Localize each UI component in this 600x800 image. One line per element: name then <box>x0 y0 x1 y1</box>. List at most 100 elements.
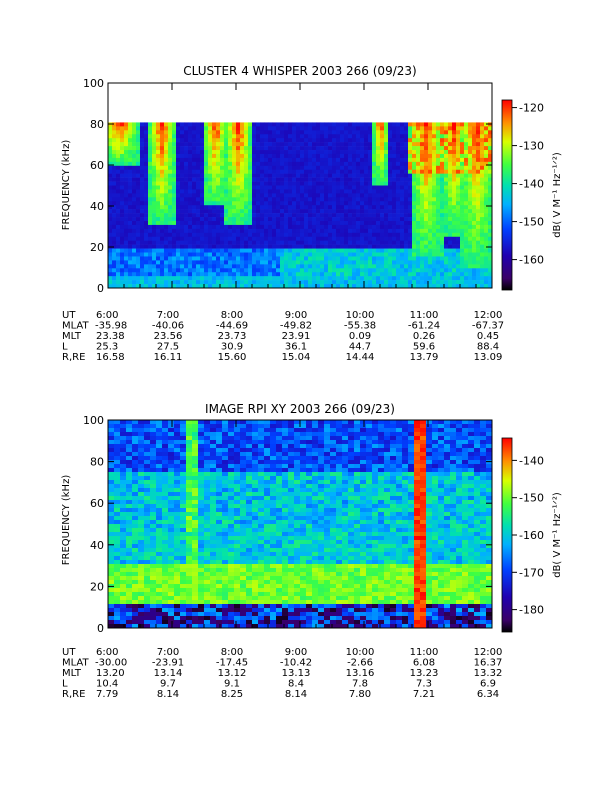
heatmap-cell <box>144 181 149 186</box>
heatmap-cell <box>324 126 329 131</box>
heatmap-cell <box>364 205 369 210</box>
heatmap-cell <box>132 484 139 489</box>
heatmap-cell <box>460 201 465 206</box>
heatmap-cell <box>248 173 253 178</box>
heatmap-cell <box>296 197 301 202</box>
heatmap-cell <box>180 452 187 457</box>
heatmap-cell <box>284 256 289 261</box>
heatmap-cell <box>464 146 469 151</box>
heatmap-cell <box>464 260 469 265</box>
heatmap-cell <box>256 252 261 257</box>
heatmap-cell <box>368 150 373 155</box>
heatmap-cell <box>168 138 173 143</box>
heatmap-cell <box>344 236 349 241</box>
heatmap-cell <box>416 138 421 143</box>
heatmap-cell <box>436 240 441 245</box>
heatmap-cell <box>388 126 393 131</box>
heatmap-cell <box>444 232 449 238</box>
heatmap-cell <box>140 228 145 234</box>
heatmap-cell <box>184 280 189 285</box>
heatmap-cell <box>348 205 353 210</box>
heatmap-cell <box>384 126 389 131</box>
heatmap-cell <box>164 209 169 214</box>
heatmap-cell <box>408 209 413 214</box>
heatmap-cell <box>320 276 325 281</box>
heatmap-cell <box>140 244 145 249</box>
heatmap-cell <box>228 213 233 218</box>
panel-1-colorbar-label: dB( V M⁻¹ Hz⁻¹ᐟ²) <box>552 152 563 238</box>
heatmap-cell <box>196 205 201 210</box>
heatmap-cell <box>164 276 169 281</box>
heatmap-cell <box>186 448 193 453</box>
heatmap-cell <box>112 268 117 273</box>
heatmap-cell <box>198 476 205 481</box>
heatmap-cell <box>392 205 397 210</box>
heatmap-cell <box>280 122 285 127</box>
heatmap-cell <box>208 284 213 289</box>
heatmap-cell <box>240 197 245 202</box>
heatmap-cell <box>204 209 209 214</box>
heatmap-cell <box>312 205 317 210</box>
heatmap-cell <box>116 224 121 230</box>
heatmap-cell <box>372 181 377 186</box>
heatmap-cell <box>376 284 381 289</box>
heatmap-cell <box>156 588 163 593</box>
heatmap-cell <box>180 189 185 194</box>
heatmap-cell <box>444 157 449 163</box>
heatmap-cell <box>152 157 157 163</box>
heatmap-cell <box>456 173 461 178</box>
heatmap-cell <box>192 142 197 147</box>
heatmap-cell <box>320 217 325 222</box>
heatmap-cell <box>180 548 187 553</box>
heatmap-cell <box>408 138 413 143</box>
heatmap-cell <box>468 161 473 167</box>
heatmap-cell <box>204 217 209 222</box>
heatmap-cell <box>436 161 441 167</box>
panel-1-ylabel: FREQUENCY (kHz) <box>61 140 72 231</box>
heatmap-cell <box>198 492 205 497</box>
heatmap-cell <box>288 280 293 285</box>
heatmap-cell <box>114 436 121 441</box>
heatmap-cell <box>244 153 249 159</box>
heatmap-cell <box>340 205 345 210</box>
heatmap-cell <box>240 256 245 261</box>
heatmap-cell <box>288 244 293 249</box>
heatmap-cell <box>132 436 139 441</box>
heatmap-cell <box>308 197 313 202</box>
heatmap-cell <box>176 185 181 190</box>
heatmap-cell <box>328 189 333 194</box>
heatmap-cell <box>164 177 169 182</box>
heatmap-cell <box>236 201 241 206</box>
heatmap-cell <box>352 228 357 234</box>
heatmap-cell <box>340 228 345 234</box>
heatmap-cell <box>192 512 199 517</box>
heatmap-cell <box>184 126 189 131</box>
heatmap-cell <box>138 500 145 505</box>
heatmap-cell <box>412 169 417 174</box>
heatmap-cell <box>164 142 169 147</box>
heatmap-cell <box>280 126 285 131</box>
heatmap-cell <box>444 240 449 245</box>
heatmap-cell <box>268 260 273 265</box>
heatmap-cell <box>212 260 217 265</box>
heatmap-cell <box>348 197 353 202</box>
heatmap-cell <box>292 209 297 214</box>
heatmap-cell <box>240 220 245 226</box>
heatmap-cell <box>156 193 161 198</box>
heatmap-cell <box>480 256 485 261</box>
heatmap-cell <box>264 252 269 257</box>
heatmap-cell <box>212 205 217 210</box>
heatmap-cell <box>220 126 225 131</box>
heatmap-cell <box>114 456 121 461</box>
heatmap-cell <box>488 256 493 261</box>
heatmap-cell <box>152 165 157 171</box>
heatmap-cell <box>174 568 181 573</box>
heatmap-cell <box>198 600 205 605</box>
heatmap-cell <box>308 224 313 230</box>
heatmap-cell <box>372 157 377 163</box>
heatmap-cell <box>320 248 325 253</box>
ephemeris-value: -49.82 <box>280 321 312 332</box>
heatmap-cell <box>264 122 269 127</box>
heatmap-cell <box>372 165 377 171</box>
heatmap-cell <box>138 424 145 429</box>
